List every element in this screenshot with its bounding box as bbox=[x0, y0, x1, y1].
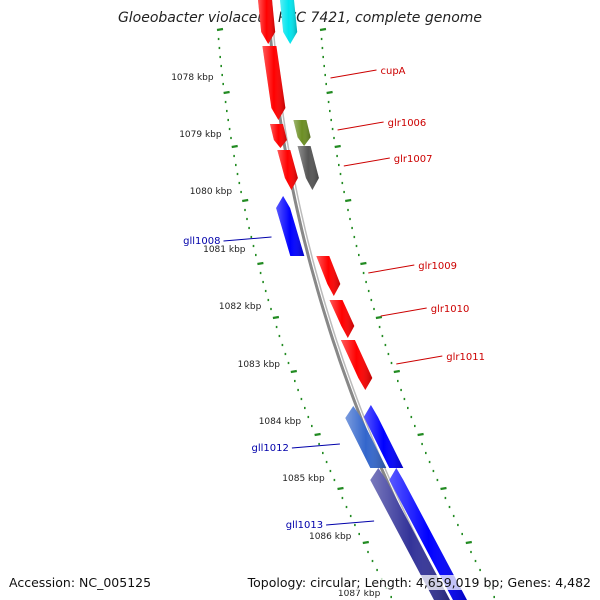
gene-label-gll1012[interactable]: gll1012 bbox=[252, 443, 340, 454]
inner-scale-dot bbox=[345, 198, 352, 203]
gene-arrow[interactable] bbox=[389, 468, 467, 600]
outer-scale-dot bbox=[223, 90, 230, 95]
gene-arrow-glr1009[interactable] bbox=[316, 256, 341, 296]
inner-scale-dots bbox=[319, 27, 495, 599]
gene-arrow-glr1006[interactable] bbox=[293, 120, 311, 146]
kbp-tick-label: 1081 kbp bbox=[203, 245, 246, 255]
outer-scale-dot bbox=[314, 432, 321, 437]
gene-label-glr1011[interactable]: glr1011 bbox=[396, 352, 485, 365]
gene-arrow[interactable] bbox=[270, 124, 287, 148]
gene-label-cupA[interactable]: cupA bbox=[330, 66, 406, 79]
inner-scale-dot bbox=[465, 540, 472, 545]
gene-label-glr1009[interactable]: glr1009 bbox=[368, 261, 457, 274]
gene-arrow[interactable] bbox=[363, 405, 404, 468]
outer-scale-dot bbox=[337, 486, 344, 491]
outer-scale-dot bbox=[290, 369, 297, 374]
kbp-tick-label: 1080 kbp bbox=[190, 187, 233, 197]
inner-scale-dot bbox=[375, 315, 383, 320]
svg-text:glr1006: glr1006 bbox=[388, 118, 427, 129]
inner-scale-dot bbox=[334, 144, 341, 149]
gene-arrow-glr1007[interactable] bbox=[297, 146, 319, 190]
gene-arrow-gll1008[interactable] bbox=[276, 196, 305, 256]
inner-scale-dot bbox=[440, 486, 447, 491]
inner-scale-dot bbox=[417, 432, 424, 437]
genome-backbone-edge bbox=[270, 0, 450, 600]
gene-label-glr1007[interactable]: glr1007 bbox=[343, 154, 433, 167]
svg-text:gll1012: gll1012 bbox=[252, 443, 289, 454]
map-title: Gloeobacter violaceus PCC 7421, complete… bbox=[117, 10, 483, 26]
outer-scale-dot bbox=[362, 540, 369, 545]
svg-text:glr1010: glr1010 bbox=[431, 304, 470, 315]
outer-scale-dots bbox=[216, 27, 392, 599]
gene-arrow-gll1012[interactable] bbox=[345, 406, 387, 468]
gene-arrow[interactable] bbox=[277, 150, 298, 190]
kbp-tick-label: 1085 kbp bbox=[282, 474, 325, 484]
svg-text:cupA: cupA bbox=[381, 66, 406, 77]
kbp-tick-label: 1087 kbp bbox=[338, 589, 381, 599]
accession-text: Accession: NC_005125 bbox=[9, 575, 152, 590]
svg-text:glr1009: glr1009 bbox=[418, 261, 457, 272]
gene-arrow-glr1010[interactable] bbox=[329, 300, 355, 338]
gene-arrow-gll1013[interactable] bbox=[370, 468, 450, 600]
gene-arrow-cupA[interactable] bbox=[262, 46, 286, 120]
svg-text:gll1008: gll1008 bbox=[183, 236, 220, 247]
gene-arrow[interactable] bbox=[258, 0, 276, 44]
inner-scale-dot bbox=[360, 261, 367, 266]
kbp-tick-label: 1084 kbp bbox=[259, 417, 302, 427]
kbp-tick-label: 1078 kbp bbox=[171, 73, 214, 83]
genome-summary-text: Topology: circular; Length: 4,659,019 bp… bbox=[247, 575, 591, 590]
kbp-tick-label: 1083 kbp bbox=[238, 360, 281, 370]
svg-text:glr1011: glr1011 bbox=[446, 352, 485, 363]
gene-arrow[interactable] bbox=[280, 0, 298, 44]
svg-text:gll1013: gll1013 bbox=[286, 520, 323, 531]
svg-text:glr1007: glr1007 bbox=[394, 154, 433, 165]
outer-scale-dot bbox=[216, 27, 224, 32]
kbp-tick-label: 1086 kbp bbox=[309, 532, 352, 542]
outer-scale-dot bbox=[231, 144, 238, 149]
gene-arrow-glr1011[interactable] bbox=[340, 340, 373, 390]
gene-label-glr1006[interactable]: glr1006 bbox=[337, 118, 427, 131]
inner-scale-dot bbox=[393, 369, 400, 374]
inner-scale-dot bbox=[326, 90, 333, 95]
kbp-tick-label: 1079 kbp bbox=[179, 130, 222, 140]
gene-label-gll1008[interactable]: gll1008 bbox=[183, 236, 272, 247]
outer-scale-dot bbox=[272, 315, 280, 320]
inner-scale-dot bbox=[319, 27, 327, 32]
kbp-tick-label: 1082 kbp bbox=[219, 302, 262, 312]
gene-label-gll1013[interactable]: gll1013 bbox=[286, 520, 375, 531]
outer-scale-dot bbox=[242, 198, 249, 203]
outer-scale-dot bbox=[257, 261, 264, 266]
gene-label-glr1010[interactable]: glr1010 bbox=[380, 304, 470, 317]
